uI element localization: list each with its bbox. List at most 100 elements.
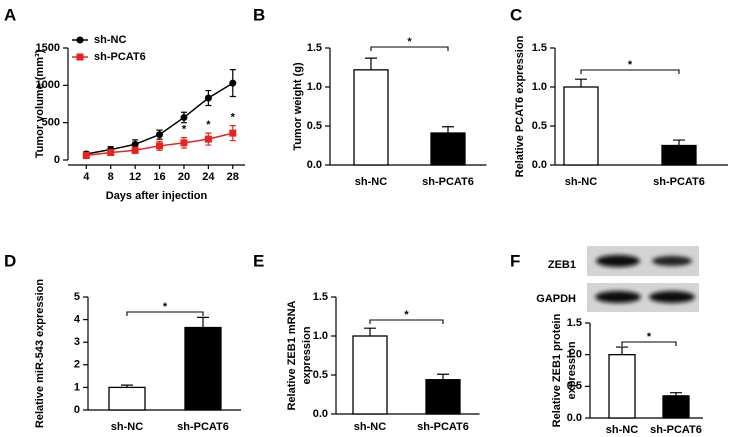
significance-bracket <box>370 46 449 51</box>
marker <box>156 142 164 150</box>
significance-bracket <box>126 311 204 316</box>
significance-mark: * <box>163 301 168 313</box>
y-tick-label: 3 <box>74 336 80 348</box>
panel-label: D <box>4 251 16 270</box>
panel-label: C <box>510 5 522 24</box>
x-tick-label: 28 <box>227 171 239 183</box>
y-tick-label: 0.0 <box>532 159 547 171</box>
error-bar <box>616 346 628 355</box>
x-tick-label: 16 <box>153 171 165 183</box>
panel-label: B <box>253 5 265 24</box>
marker <box>204 94 212 102</box>
panel-label: E <box>253 251 264 270</box>
x-tick-label: 4 <box>83 171 90 183</box>
y-axis-label: Tumor weight (g) <box>292 62 304 151</box>
y-axis-label: expression <box>566 341 578 399</box>
legend-marker <box>76 36 84 44</box>
bar <box>430 132 466 166</box>
marker <box>131 140 139 148</box>
x-tick-label: sh-NC <box>355 176 387 188</box>
bar <box>108 386 146 411</box>
y-tick-label: 0.5 <box>567 380 582 392</box>
bar <box>563 86 599 166</box>
blot-band <box>652 256 692 266</box>
y-tick-label: 5 <box>74 291 80 303</box>
bar <box>425 379 461 415</box>
significance-bracket <box>369 319 444 324</box>
x-tick-label: 8 <box>108 171 114 183</box>
marker <box>229 79 237 87</box>
x-tick-label: sh-NC <box>111 421 143 433</box>
y-tick-label: 1.0 <box>307 81 322 93</box>
blot-band <box>596 255 640 267</box>
y-tick-label: 1000 <box>36 79 60 91</box>
error-bar <box>442 126 454 134</box>
error-bar <box>365 57 377 70</box>
y-tick-label: 0.5 <box>313 369 328 381</box>
panel-label: A <box>4 5 16 24</box>
y-tick-label: 0.0 <box>567 412 582 424</box>
x-tick-label: sh-NC <box>354 421 386 433</box>
error-bar <box>437 373 449 380</box>
blot-band <box>649 291 695 303</box>
significance-mark: * <box>628 59 633 71</box>
y-tick-label: 1500 <box>36 42 60 54</box>
bar <box>662 395 690 419</box>
significance-mark: * <box>404 309 409 321</box>
y-tick-label: 1.0 <box>567 349 582 361</box>
y-tick-label: 0.0 <box>307 159 322 171</box>
bar <box>352 335 388 415</box>
significance-bracket <box>580 69 680 74</box>
y-tick-label: 0.5 <box>532 120 547 132</box>
significance-mark: * <box>231 112 236 124</box>
significance-mark: * <box>407 36 412 48</box>
significance-bracket <box>621 341 677 346</box>
marker <box>131 146 139 154</box>
x-tick-label: sh-PCAT6 <box>177 421 229 433</box>
blot-label: GAPDH <box>536 293 576 305</box>
y-axis-label: Relative PCAT6 expression <box>514 35 526 177</box>
legend-label: sh-PCAT6 <box>94 51 146 63</box>
y-axis-label: Tumor volume (mm³) <box>34 49 46 158</box>
y-axis-label: expression <box>301 326 313 384</box>
marker <box>180 139 188 147</box>
x-tick-label: sh-NC <box>606 424 638 436</box>
x-tick-label: sh-PCAT6 <box>422 176 474 188</box>
y-axis-label: Relative ZEB1 protein <box>551 313 563 427</box>
x-tick-label: 24 <box>202 171 215 183</box>
y-tick-label: 1.5 <box>313 291 328 303</box>
panel-label: F <box>510 251 520 270</box>
legend-marker <box>76 53 84 61</box>
blot-label: ZEB1 <box>548 259 576 271</box>
y-axis-label: Relative miR-543 expression <box>34 279 46 428</box>
marker <box>107 149 115 157</box>
marker <box>82 152 90 160</box>
y-tick-label: 2 <box>74 359 80 371</box>
x-axis-label: Days after injection <box>106 190 208 202</box>
marker <box>156 131 164 139</box>
marker <box>229 129 237 137</box>
marker <box>180 113 188 121</box>
y-tick-label: 1.5 <box>307 42 322 54</box>
error-bar <box>197 316 209 328</box>
x-tick-label: sh-PCAT6 <box>653 176 705 188</box>
x-tick-label: 12 <box>129 171 141 183</box>
y-tick-label: 4 <box>74 314 81 326</box>
y-tick-label: 0 <box>74 404 80 416</box>
x-tick-label: sh-PCAT6 <box>417 421 469 433</box>
bar <box>353 69 389 166</box>
bar <box>608 354 636 419</box>
y-tick-label: 1.0 <box>313 330 328 342</box>
significance-mark: * <box>206 119 211 131</box>
x-tick-label: sh-NC <box>565 176 597 188</box>
marker <box>204 135 212 143</box>
significance-mark: * <box>647 331 652 343</box>
error-bar <box>575 78 587 87</box>
y-tick-label: 0.0 <box>313 408 328 420</box>
western-blot <box>587 246 699 312</box>
y-tick-label: 1 <box>74 381 80 393</box>
y-tick-label: 1.0 <box>532 81 547 93</box>
y-tick-label: 1.5 <box>567 317 582 329</box>
y-axis-label: Relative ZEB1 mRNA <box>286 300 298 410</box>
